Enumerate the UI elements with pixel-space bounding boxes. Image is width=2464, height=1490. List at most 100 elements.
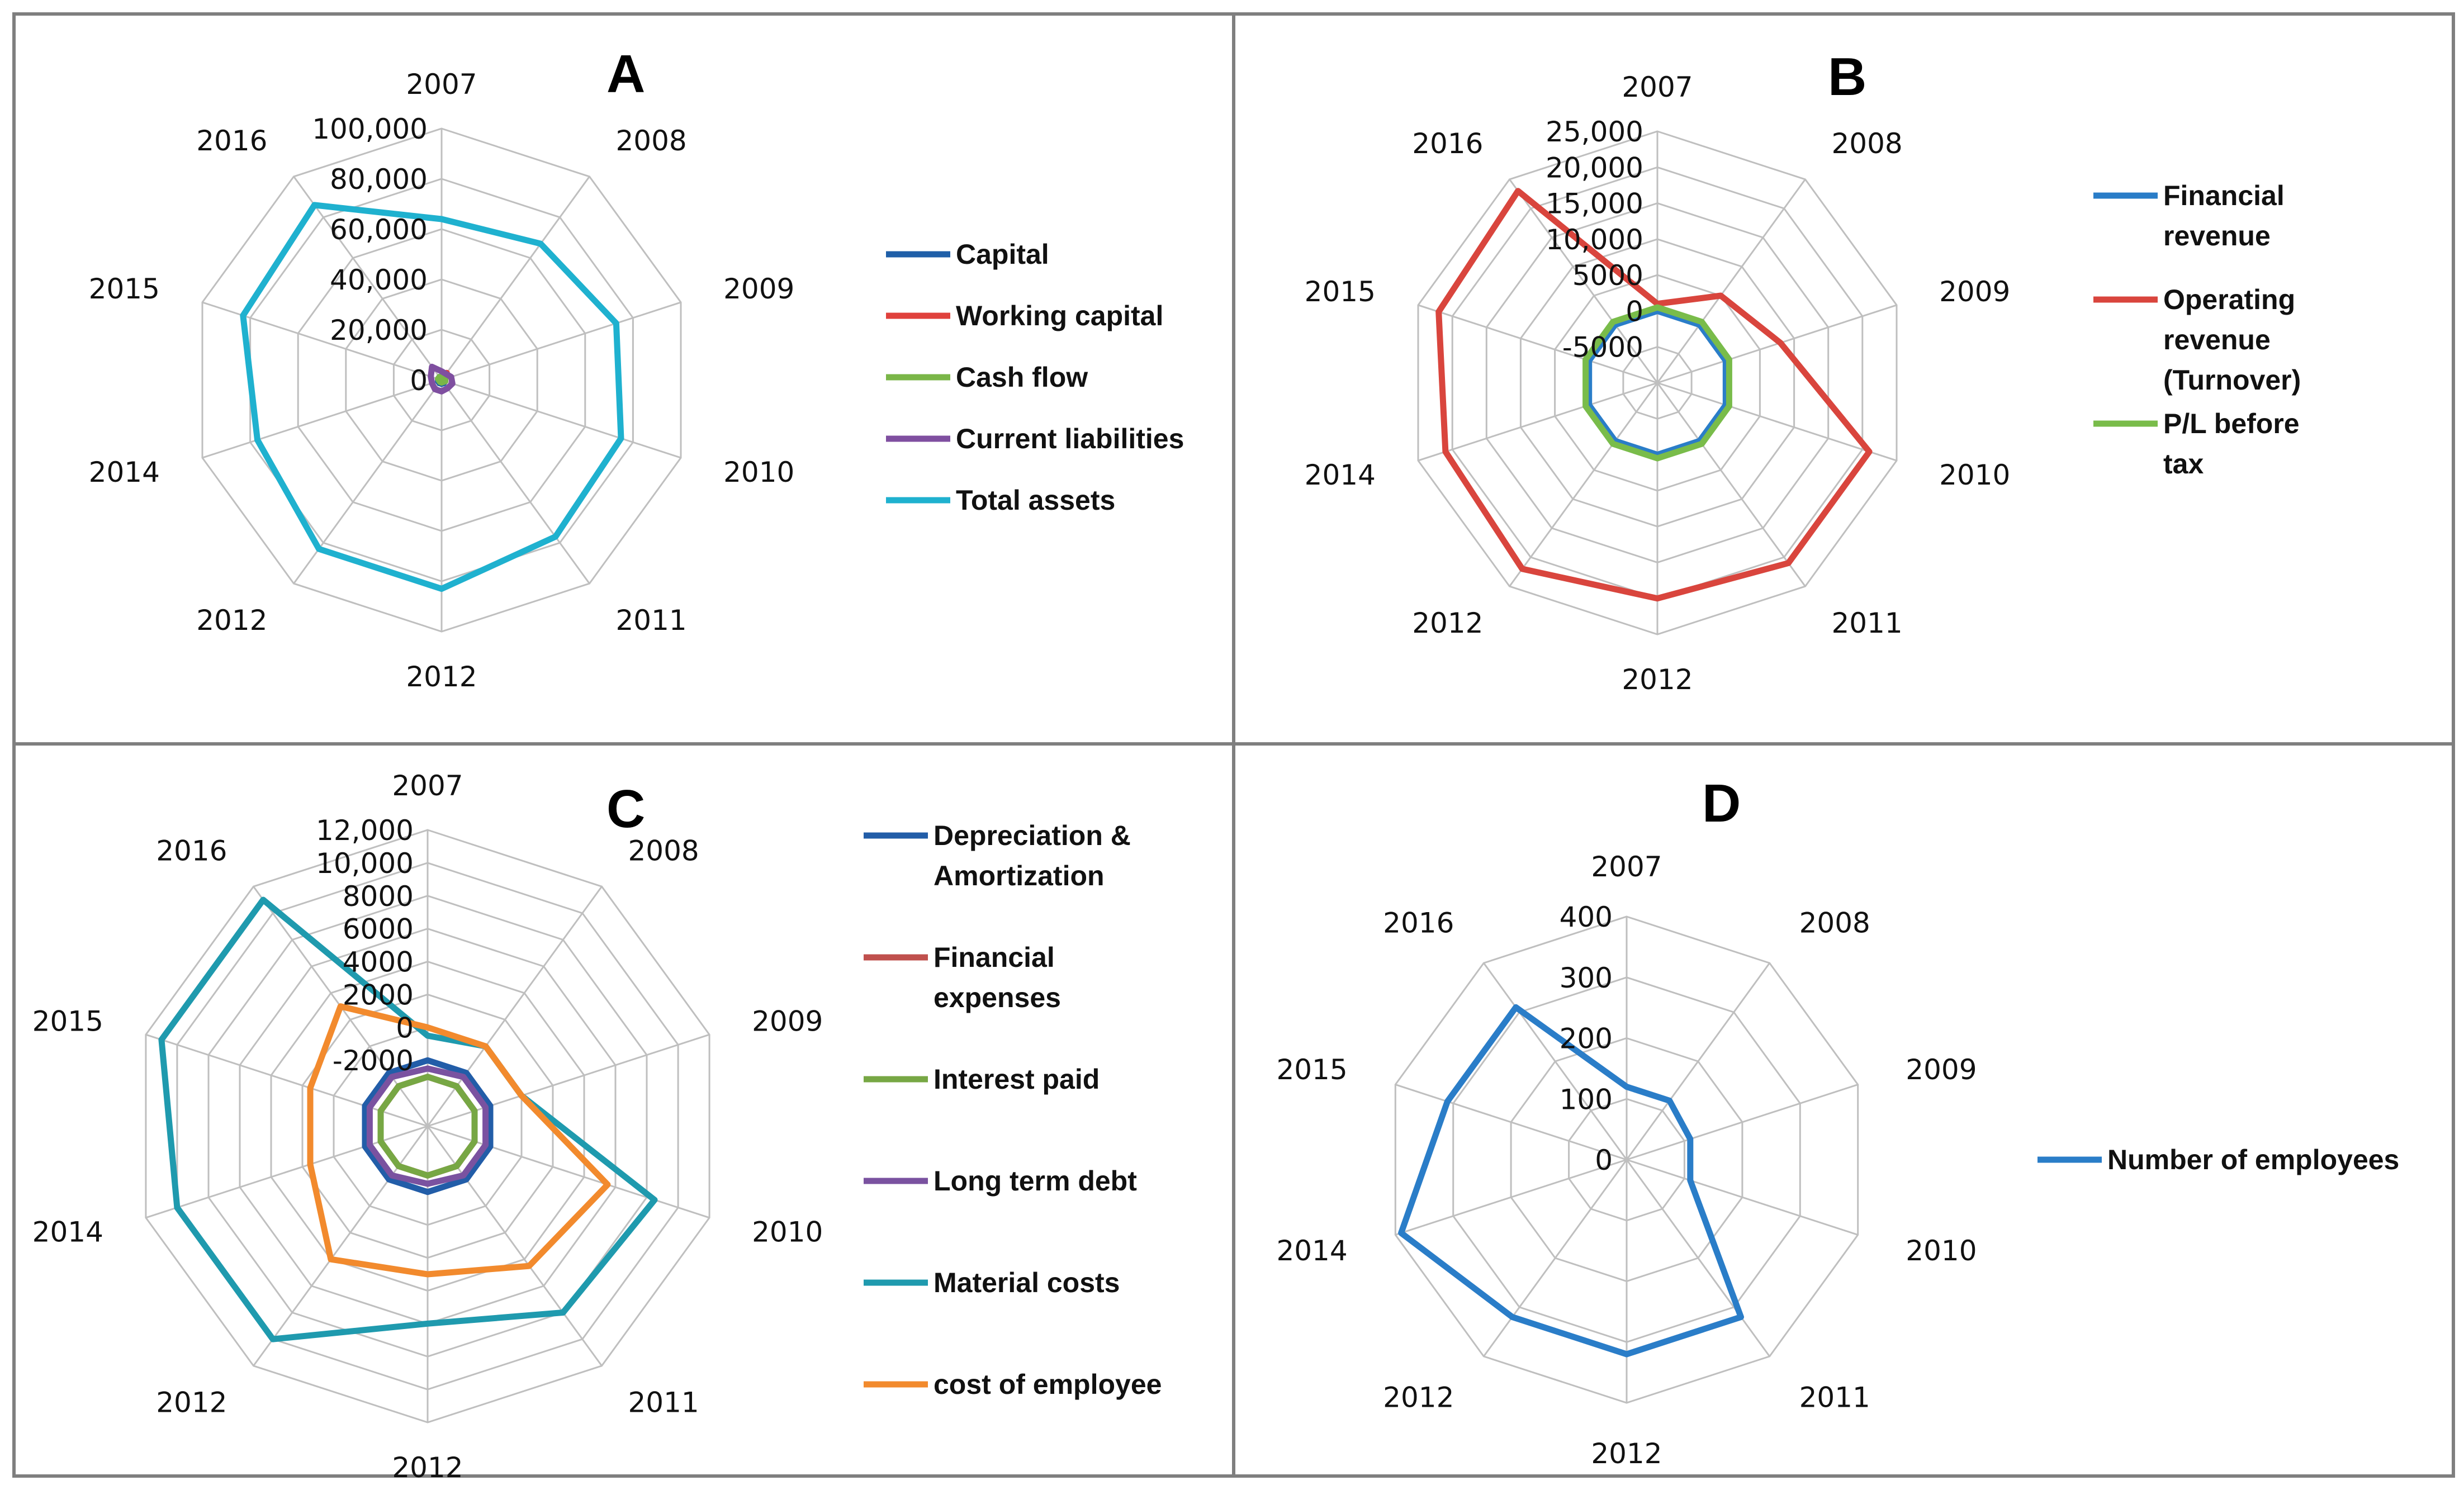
category-label: 2015 [1305, 276, 1376, 308]
spoke [1395, 1159, 1627, 1236]
legend-label: Operating revenue (Turnover) [2163, 284, 2301, 396]
category-label: 2012 [406, 661, 477, 693]
spoke [441, 301, 681, 381]
tick-label: 60,000 [330, 213, 428, 246]
series-2-line [377, 1074, 478, 1179]
category-label: 2014 [89, 456, 160, 488]
tick-label: 0 [1595, 1144, 1613, 1176]
series-0-line [1586, 307, 1729, 458]
tick-label: 0 [410, 364, 428, 397]
legend-label: Current liabilities [956, 423, 1184, 454]
category-label: 2009 [1939, 276, 2010, 308]
spoke [1483, 962, 1628, 1160]
tick-label: 2000 [343, 979, 414, 1011]
tick-label: 6000 [343, 913, 414, 946]
tick-label: 300 [1560, 962, 1613, 994]
category-label: 2008 [616, 125, 687, 157]
tick-label: 20,000 [330, 314, 428, 347]
series-2-line [1582, 304, 1732, 462]
category-label: 2011 [1799, 1382, 1870, 1414]
tick-label: 0 [1626, 295, 1643, 328]
spoke [1626, 1084, 1859, 1161]
spoke [293, 176, 443, 381]
category-label: 2007 [1622, 71, 1693, 103]
spoke [1509, 382, 1659, 587]
legend-label: Working capital [956, 300, 1163, 331]
tick-label: 5000 [1572, 259, 1643, 292]
legend-label: Long term debt [934, 1165, 1137, 1197]
legend-label: Depreciation & Amortization [934, 820, 1131, 891]
category-label: 2007 [392, 770, 463, 802]
tick-label: 20,000 [1546, 151, 1643, 184]
tick-label: 0 [396, 1012, 414, 1044]
category-label: 2011 [616, 604, 687, 637]
legend-label: Material costs [934, 1267, 1120, 1298]
tick-label: 40,000 [330, 264, 428, 296]
series-1-line [1435, 188, 1873, 602]
legend-label: Financial revenue [2163, 180, 2285, 252]
tick-label: 200 [1560, 1023, 1613, 1055]
category-label: 2015 [32, 1005, 103, 1038]
spoke [1483, 1159, 1628, 1357]
spoke [1418, 382, 1658, 462]
legend-label: cost of employee [934, 1369, 1162, 1400]
spoke [440, 379, 590, 584]
panel-a-legend: Capital Working capital Cash flow Current l… [886, 239, 1184, 516]
category-label: 2016 [196, 125, 267, 157]
category-label: 2016 [156, 835, 227, 867]
panel-d-frame [1232, 742, 2455, 1478]
panel-c-letter: C [606, 779, 645, 839]
tick-label: 25,000 [1546, 116, 1643, 148]
category-label: 2011 [1832, 607, 1903, 639]
tick-label: 15,000 [1546, 188, 1643, 220]
spoke [1626, 962, 1770, 1160]
panel-d-radar: 0 100 200 300 400 2007 2008 2009 2010 2011 2012 201… [1276, 851, 1977, 1470]
legend-label: Interest paid [934, 1064, 1100, 1095]
series-3-line [428, 363, 456, 395]
category-label: 2012 [1622, 663, 1693, 696]
category-label: 2009 [1906, 1054, 1977, 1086]
tick-label: 80,000 [330, 163, 428, 196]
series-4-line [240, 202, 624, 592]
spoke [1656, 382, 1806, 587]
panel-a-letter: A [606, 44, 645, 104]
legend-label: Cash flow [956, 362, 1088, 393]
category-label: 2010 [723, 456, 794, 488]
spoke [202, 379, 442, 459]
category-label: 2008 [628, 835, 699, 867]
category-label: 2016 [1412, 127, 1483, 160]
spoke [427, 1126, 603, 1366]
category-label: 2012 [392, 1451, 463, 1484]
panel-d-legend: Number of employees [2037, 1144, 2399, 1175]
legend-label: Financial expenses [934, 942, 1061, 1013]
series-5-line [307, 1003, 611, 1278]
tick-label: 4000 [343, 946, 414, 979]
category-label: 2009 [723, 273, 794, 305]
category-label: 2012 [196, 604, 267, 637]
category-label: 2011 [628, 1387, 699, 1419]
tick-label: 10,000 [1546, 224, 1643, 256]
series-0-line [1398, 1004, 1744, 1358]
category-label: 2007 [1591, 851, 1662, 883]
tick-label: -2000 [333, 1045, 414, 1077]
category-label: 2012 [1383, 1382, 1454, 1414]
category-label: 2010 [1906, 1235, 1977, 1267]
category-label: 2007 [406, 68, 477, 101]
category-label: 2015 [1276, 1054, 1347, 1086]
category-label: 2009 [752, 1005, 823, 1038]
legend-label: Number of employees [2107, 1144, 2399, 1175]
category-label: 2014 [32, 1216, 103, 1249]
series-2-line [435, 374, 448, 386]
tick-label: 8000 [343, 880, 414, 913]
tick-label: 400 [1560, 901, 1613, 933]
spoke [1656, 179, 1806, 383]
category-label: 2008 [1832, 127, 1903, 160]
spoke [1626, 1159, 1770, 1357]
panel-b-letter: B [1828, 47, 1866, 107]
panel-c-legend: Depreciation & Amortization Financial expen… [864, 820, 1162, 1400]
category-label: 2010 [1939, 459, 2010, 491]
spoke [1418, 304, 1658, 384]
